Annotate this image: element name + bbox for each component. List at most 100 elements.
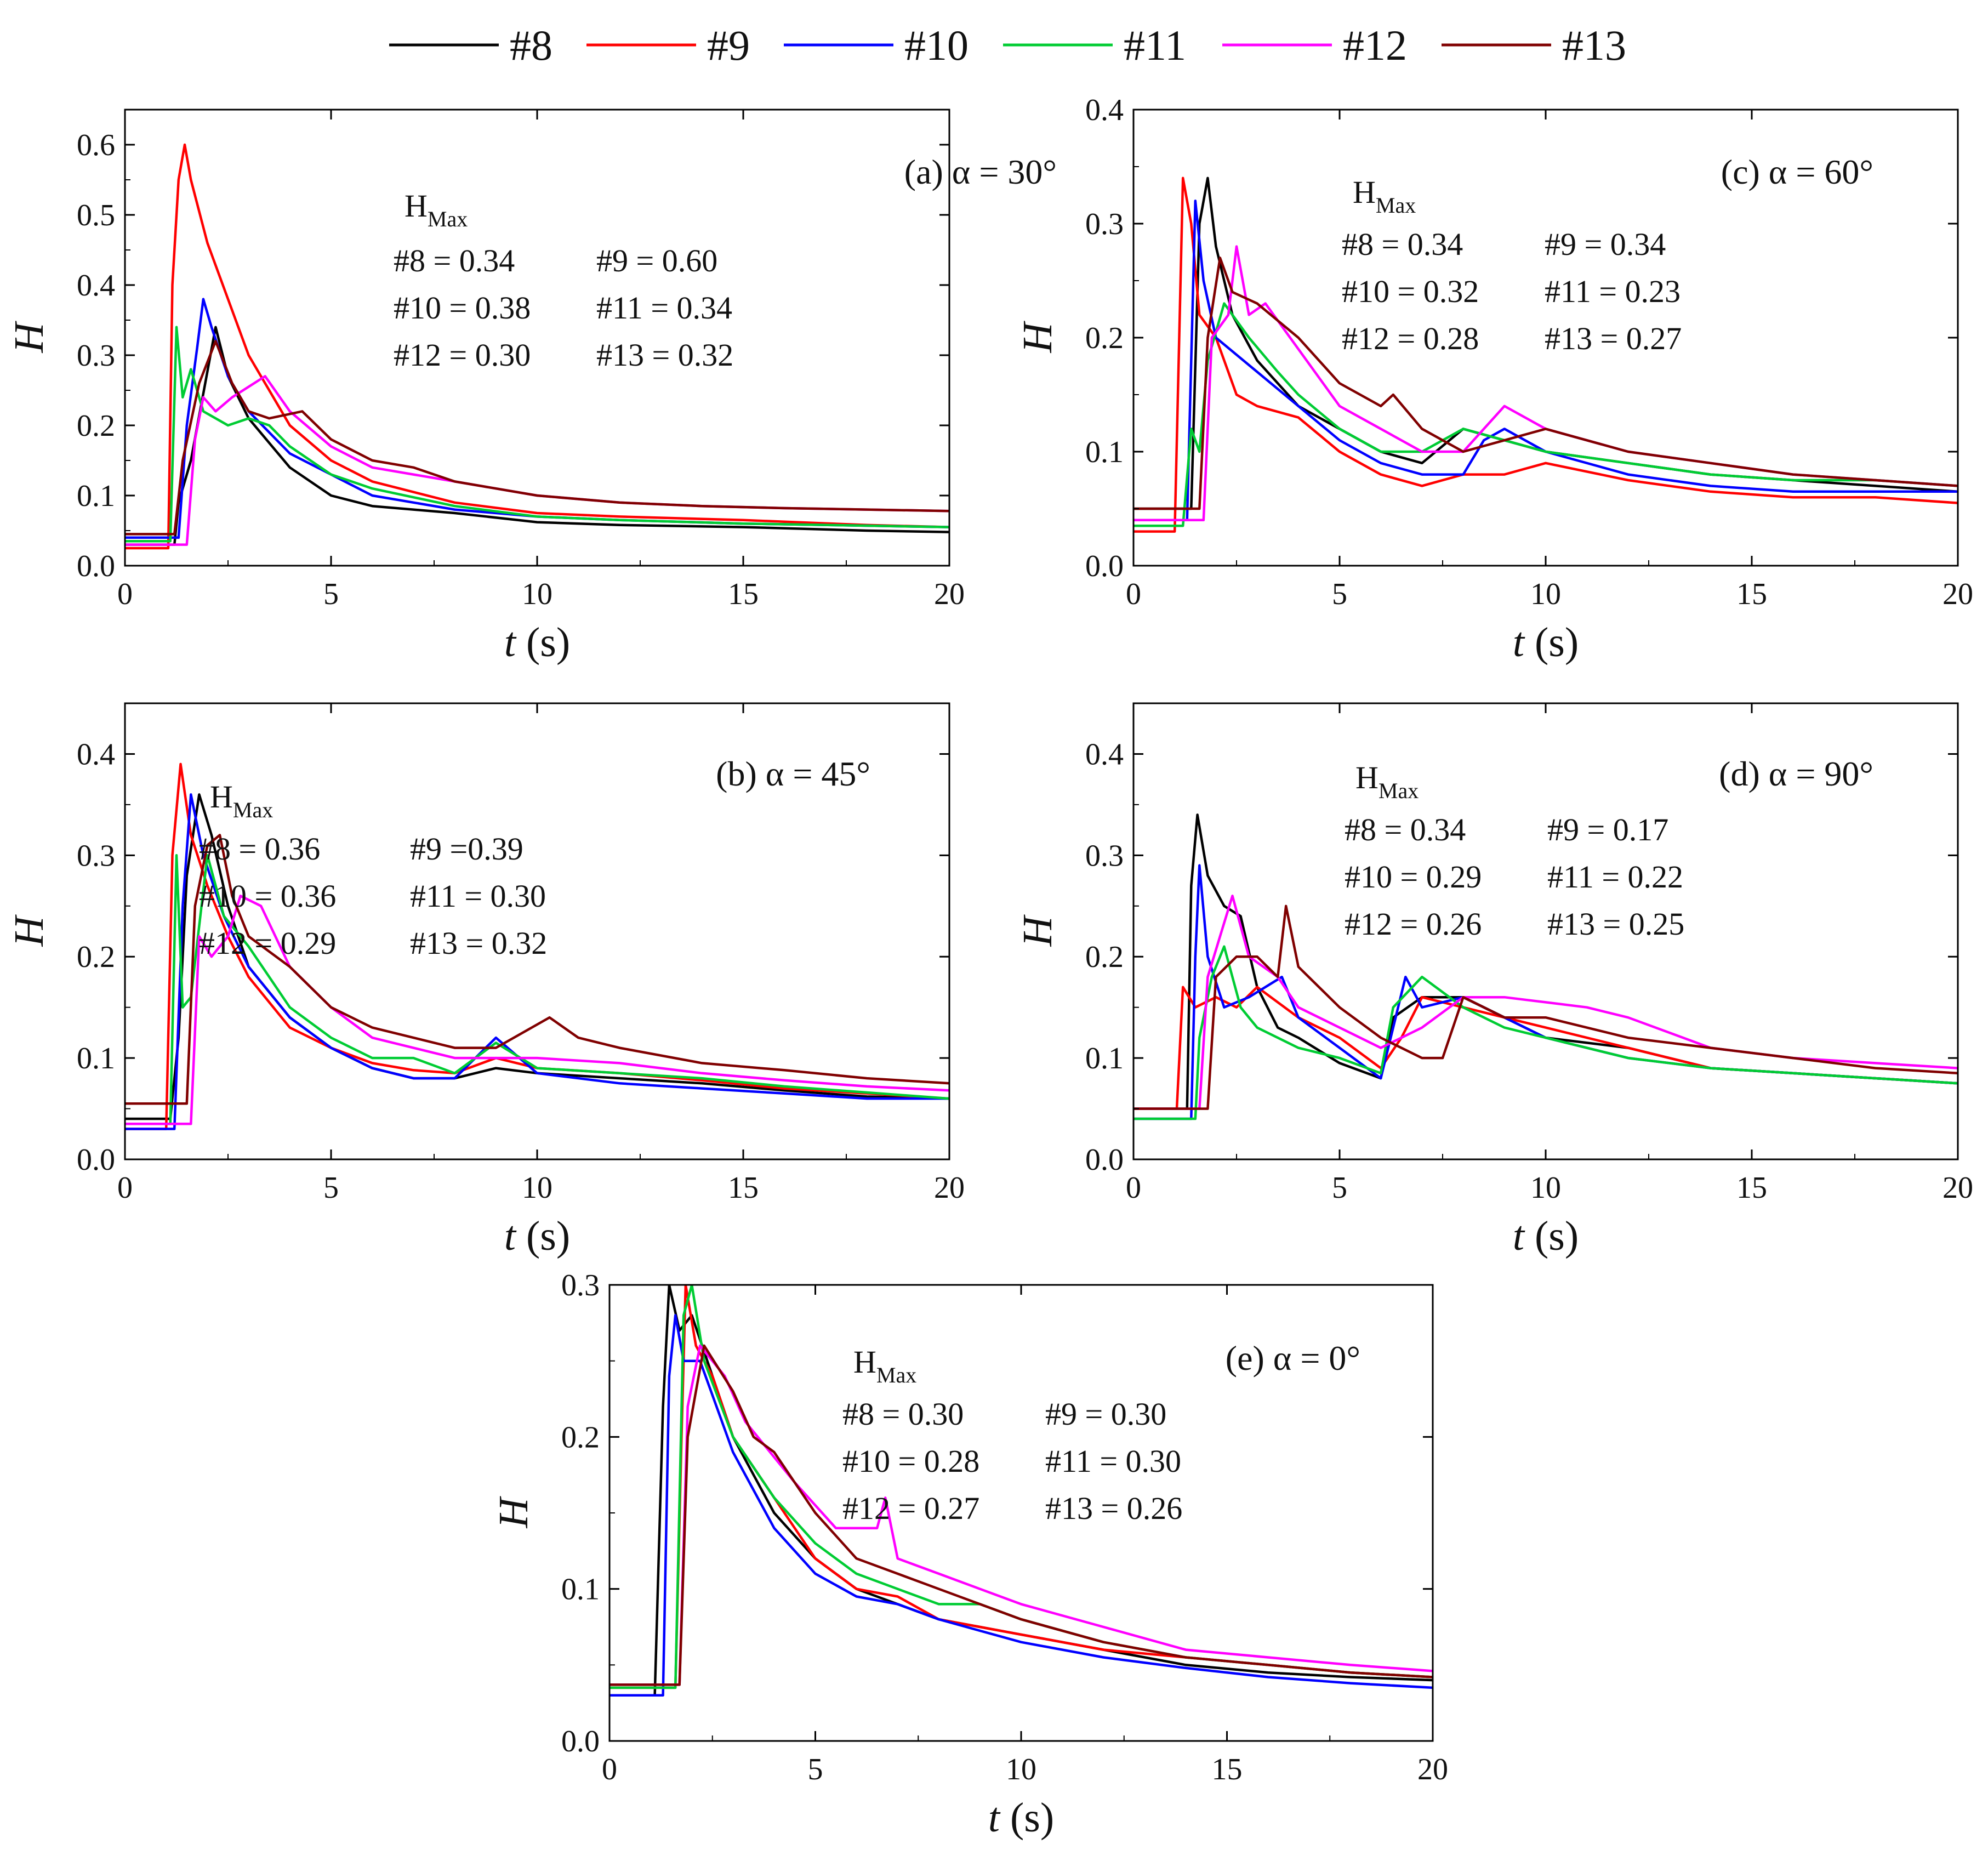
series-line-a-n11 xyxy=(125,326,949,543)
legend-entry-s9: #9 xyxy=(586,21,750,69)
x-axis-var-c: t xyxy=(1513,619,1525,665)
x-axis-label-c: t (s) xyxy=(1513,619,1579,665)
x-tick-label-d-2: 10 xyxy=(1530,1171,1561,1205)
x-tick-label-e-3: 15 xyxy=(1212,1752,1243,1786)
y-tick-label-c-3: 0.3 xyxy=(1085,207,1124,241)
hmax-value-b-0-1: #9 =0.39 xyxy=(410,831,523,867)
panel-label-c: (c) α = 60° xyxy=(1721,152,1873,191)
series-line-c-n10 xyxy=(1133,200,1958,522)
hmax-value-d-0-0: #8 = 0.34 xyxy=(1345,812,1466,847)
panel-c: 0 5 10 15 20 0.0 0.1 0.2 0.3 0.4 t (s) H (c) α = 60°… xyxy=(1015,93,1973,665)
y-tick-label-e-3: 0.3 xyxy=(561,1268,600,1302)
x-tick-label-d-0: 0 xyxy=(1126,1171,1141,1205)
series-line-d-n9 xyxy=(1133,986,1958,1110)
series-line-a-n12 xyxy=(125,375,949,546)
hmax-value-a-0-1: #9 = 0.60 xyxy=(596,243,717,278)
x-axis-var-a: t xyxy=(504,619,517,665)
y-tick-label-c-1: 0.1 xyxy=(1085,435,1124,469)
hmax-value-c-0-1: #9 = 0.34 xyxy=(1545,226,1666,262)
series-line-d-n13 xyxy=(1133,904,1958,1110)
y-tick-label-a-1: 0.1 xyxy=(77,479,115,513)
x-axis-label-b: t (s) xyxy=(504,1213,570,1259)
y-tick-label-c-4: 0.4 xyxy=(1085,93,1124,127)
y-axis-label-b: H xyxy=(6,914,52,947)
x-tick-label-e-4: 20 xyxy=(1417,1752,1448,1786)
y-axis-label-d: H xyxy=(1015,914,1061,947)
legend-label-s9: #9 xyxy=(707,21,750,69)
series-line-a-n13 xyxy=(125,340,949,536)
legend-label-s10: #10 xyxy=(904,21,969,69)
hmax-value-a-0-0: #8 = 0.34 xyxy=(394,243,515,278)
legend-entry-s8: #8 xyxy=(389,21,552,69)
x-axis-label-a: t (s) xyxy=(504,619,570,665)
x-tick-label-a-2: 10 xyxy=(522,577,552,611)
y-tick-label-d-0: 0.0 xyxy=(1085,1143,1124,1177)
hmax-title-main-a: H xyxy=(405,188,428,224)
series-line-e-n13 xyxy=(609,1344,1433,1686)
legend-label-s11: #11 xyxy=(1124,21,1186,69)
panel-label-b: (b) α = 45° xyxy=(716,754,870,793)
hmax-value-e-2-1: #13 = 0.26 xyxy=(1045,1490,1182,1526)
x-tick-label-c-4: 20 xyxy=(1943,577,1973,611)
hmax-value-b-2-1: #13 = 0.32 xyxy=(410,925,547,961)
series-line-c-n9 xyxy=(1133,177,1958,533)
series-line-c-n13 xyxy=(1133,257,1958,510)
hmax-title-main-e: H xyxy=(853,1344,876,1380)
y-tick-label-b-4: 0.4 xyxy=(77,737,115,771)
panel-label-a: (a) α = 30° xyxy=(904,152,1057,191)
x-axis-unit-d: (s) xyxy=(1524,1213,1579,1259)
hmax-value-b-1-0: #10 = 0.36 xyxy=(199,878,336,914)
panel-e: 0 5 10 15 200.00.10.20.3t (s)H(e) α = 0°HMax… xyxy=(491,1268,1448,1841)
y-tick-label-d-3: 0.3 xyxy=(1085,839,1124,873)
legend-entry-s10: #10 xyxy=(784,21,969,69)
series-line-e-n10 xyxy=(609,1314,1433,1697)
x-tick-label-c-0: 0 xyxy=(1126,577,1141,611)
hmax-title-sub-a: Max xyxy=(428,207,468,231)
series-group-d xyxy=(1133,813,1958,1120)
legend-entry-s13: #13 xyxy=(1442,21,1626,69)
y-tick-label-a-2: 0.2 xyxy=(77,409,115,443)
hmax-value-d-2-1: #13 = 0.25 xyxy=(1547,906,1684,942)
series-group-b xyxy=(125,762,949,1130)
x-tick-label-e-1: 5 xyxy=(808,1752,823,1786)
x-tick-label-d-4: 20 xyxy=(1943,1171,1973,1205)
legend-label-s12: #12 xyxy=(1343,21,1407,69)
series-line-b-n10 xyxy=(125,793,949,1130)
y-tick-label-e-2: 0.2 xyxy=(561,1420,600,1454)
y-tick-label-a-3: 0.3 xyxy=(77,339,115,373)
y-tick-label-e-1: 0.1 xyxy=(561,1573,600,1607)
panel-label-e: (e) α = 0° xyxy=(1226,1339,1360,1378)
hmax-value-e-2-0: #12 = 0.27 xyxy=(842,1490,979,1526)
x-tick-label-b-4: 20 xyxy=(934,1171,965,1205)
x-tick-label-a-1: 5 xyxy=(323,577,339,611)
x-axis-var-d: t xyxy=(1513,1213,1525,1259)
y-tick-label-d-2: 0.2 xyxy=(1085,940,1124,974)
x-tick-label-e-0: 0 xyxy=(602,1752,617,1786)
series-line-b-n13 xyxy=(125,834,949,1105)
hmax-title-sub-e: Max xyxy=(876,1363,916,1387)
legend-entry-s11: #11 xyxy=(1003,21,1186,69)
y-axis-label-a: H xyxy=(6,320,52,353)
x-tick-label-a-4: 20 xyxy=(934,577,965,611)
hmax-value-c-1-1: #11 = 0.23 xyxy=(1545,274,1681,309)
hmax-title-main-c: H xyxy=(1353,174,1376,210)
y-tick-label-d-1: 0.1 xyxy=(1085,1042,1124,1075)
y-axis-label-c: H xyxy=(1015,320,1061,353)
series-line-d-n12 xyxy=(1133,895,1958,1110)
hmax-title-sub-c: Max xyxy=(1376,193,1416,218)
hmax-value-c-2-1: #13 = 0.27 xyxy=(1545,321,1682,356)
x-axis-label-e: t (s) xyxy=(988,1795,1054,1841)
series-group-e xyxy=(609,1285,1433,1697)
y-tick-label-c-2: 0.2 xyxy=(1085,321,1124,355)
legend: #8 #9 #10 #11 #12 #13 xyxy=(389,21,1626,69)
x-tick-label-c-2: 10 xyxy=(1530,577,1561,611)
hmax-value-e-0-1: #9 = 0.30 xyxy=(1045,1396,1166,1432)
legend-label-s8: #8 xyxy=(510,21,552,69)
plot-frame-a xyxy=(124,109,950,567)
panel-a: 0 5 10 15 20 0.0 0.1 0.2 0.3 0.4 0.5 0.6 t (s) H (a) α… xyxy=(6,109,1057,665)
panel-d: 0 5 10 15 20 0.0 0.1 0.2 0.3 0.4 t (s) H (d) α = 90°… xyxy=(1015,702,1973,1259)
series-line-b-n12 xyxy=(125,895,949,1125)
legend-label-s13: #13 xyxy=(1562,21,1626,69)
x-axis-var-e: t xyxy=(988,1795,1001,1841)
